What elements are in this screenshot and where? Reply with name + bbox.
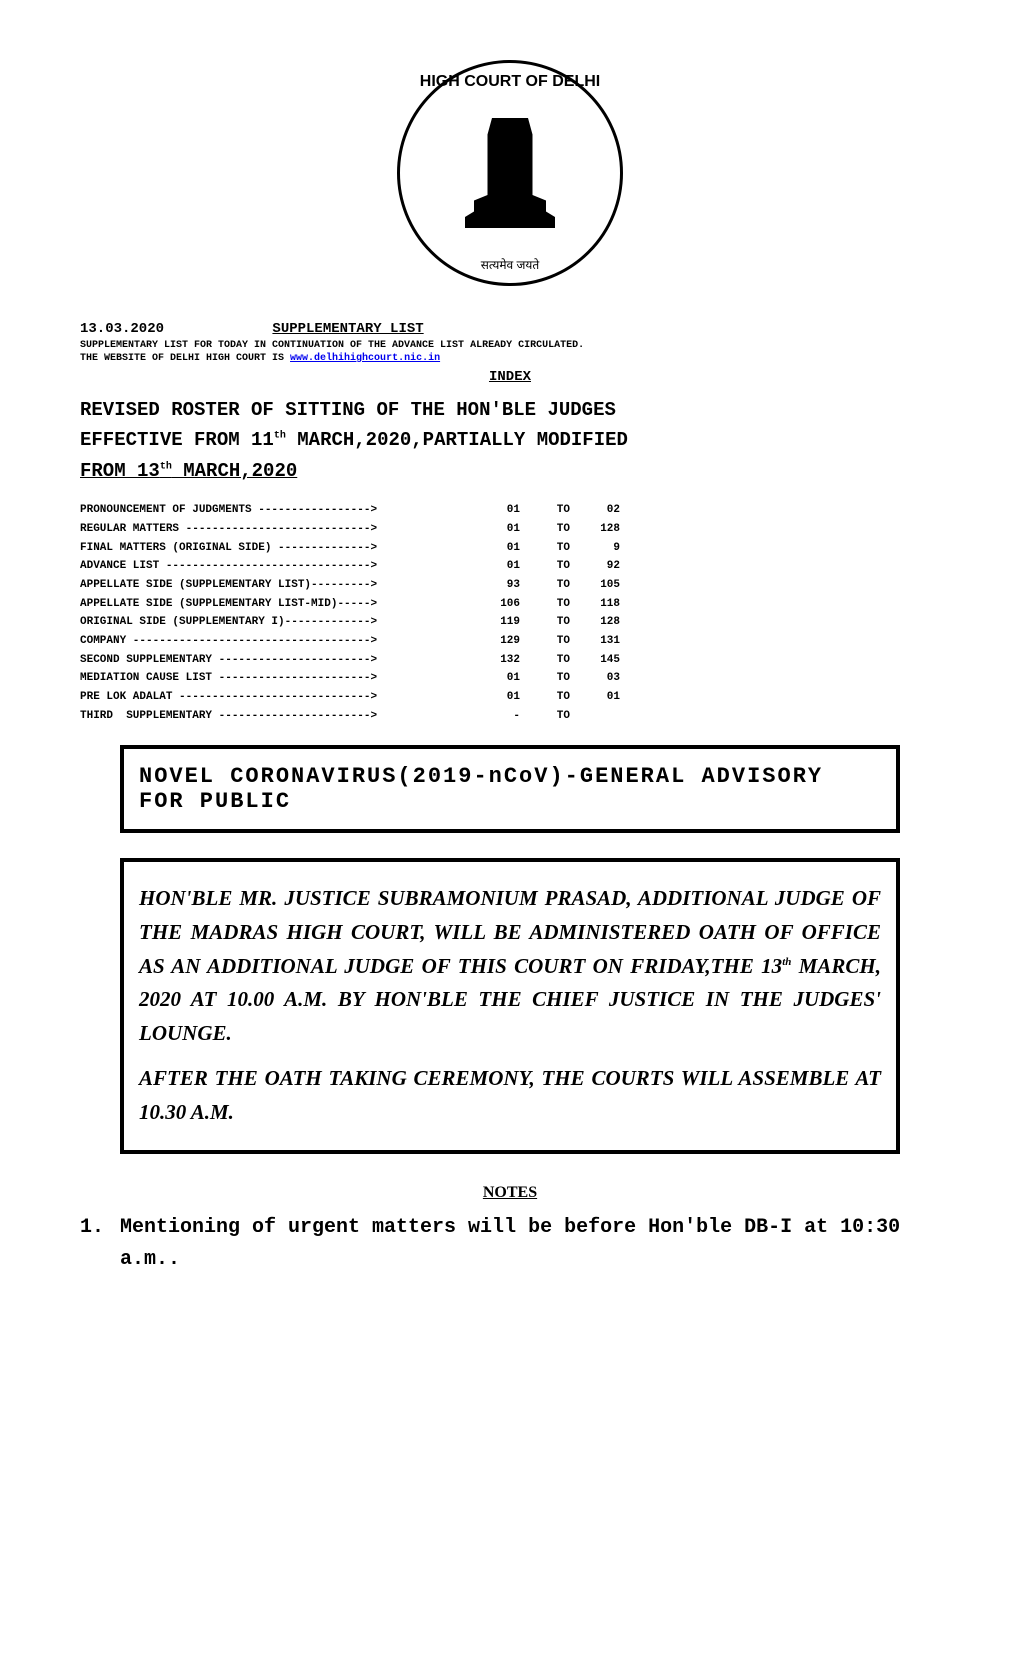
coronavirus-advisory: NOVEL CORONAVIRUS(2019-nCoV)-GENERAL ADV… [120, 745, 900, 833]
date: 13.03.2020 [80, 321, 164, 337]
index-row: PRONOUNCEMENT OF JUDGMENTS -------------… [80, 501, 940, 520]
index-row: MEDIATION CAUSE LIST -------------------… [80, 669, 940, 688]
court-logo: HIGH COURT OF DELHI सत्यमेव जयते [80, 60, 940, 291]
notes-title: NOTES [80, 1184, 940, 1202]
index-row: FINAL MATTERS (ORIGINAL SIDE) ----------… [80, 539, 940, 558]
index-row: ORIGINAL SIDE (SUPPLEMENTARY I)---------… [80, 613, 940, 632]
roster-heading: REVISED ROSTER OF SITTING OF THE HON'BLE… [80, 395, 940, 486]
roster-line-1: REVISED ROSTER OF SITTING OF THE HON'BLE… [80, 395, 940, 425]
index-row: COMPANY --------------------------------… [80, 632, 940, 651]
logo-bottom-text: सत्यमेव जयते [400, 256, 620, 273]
index-row: PRE LOK ADALAT -------------------------… [80, 688, 940, 707]
header-line-1: SUPPLEMENTARY LIST FOR TODAY IN CONTINUA… [80, 340, 940, 351]
logo-top-text: HIGH COURT OF DELHI [400, 73, 620, 91]
index-row: REGULAR MATTERS ------------------------… [80, 520, 940, 539]
date-header: 13.03.2020 SUPPLEMENTARY LIST [80, 321, 940, 337]
roster-line-2: EFFECTIVE FROM 11th MARCH,2020,PARTIALLY… [80, 425, 940, 455]
index-title: INDEX [80, 369, 940, 385]
oath-notice: HON'BLE MR. JUSTICE SUBRAMONIUM PRASAD, … [120, 858, 900, 1153]
index-row: THIRD SUPPLEMENTARY --------------------… [80, 707, 940, 726]
index-row: APPELLATE SIDE (SUPPLEMENTARY LIST-MID)-… [80, 595, 940, 614]
notice-paragraph-2: AFTER THE OATH TAKING CEREMONY, THE COUR… [139, 1062, 881, 1129]
header-line-2: THE WEBSITE OF DELHI HIGH COURT IS www.d… [80, 353, 940, 364]
index-row: APPELLATE SIDE (SUPPLEMENTARY LIST)-----… [80, 576, 940, 595]
notes-item: 1. Mentioning of urgent matters will be … [80, 1212, 940, 1276]
emblem-icon [465, 118, 555, 228]
notice-paragraph-1: HON'BLE MR. JUSTICE SUBRAMONIUM PRASAD, … [139, 882, 881, 1050]
supplementary-list-title: SUPPLEMENTARY LIST [272, 321, 423, 337]
notes-number: 1. [80, 1212, 120, 1276]
notes-text: Mentioning of urgent matters will be bef… [120, 1212, 940, 1276]
website-link[interactable]: www.delhihighcourt.nic.in [290, 353, 440, 364]
index-row: SECOND SUPPLEMENTARY -------------------… [80, 651, 940, 670]
index-table: PRONOUNCEMENT OF JUDGMENTS -------------… [80, 501, 940, 725]
header-line-2-prefix: THE WEBSITE OF DELHI HIGH COURT IS [80, 353, 290, 364]
roster-line-3: FROM 13th MARCH,2020 [80, 456, 940, 486]
index-row: ADVANCE LIST ---------------------------… [80, 557, 940, 576]
